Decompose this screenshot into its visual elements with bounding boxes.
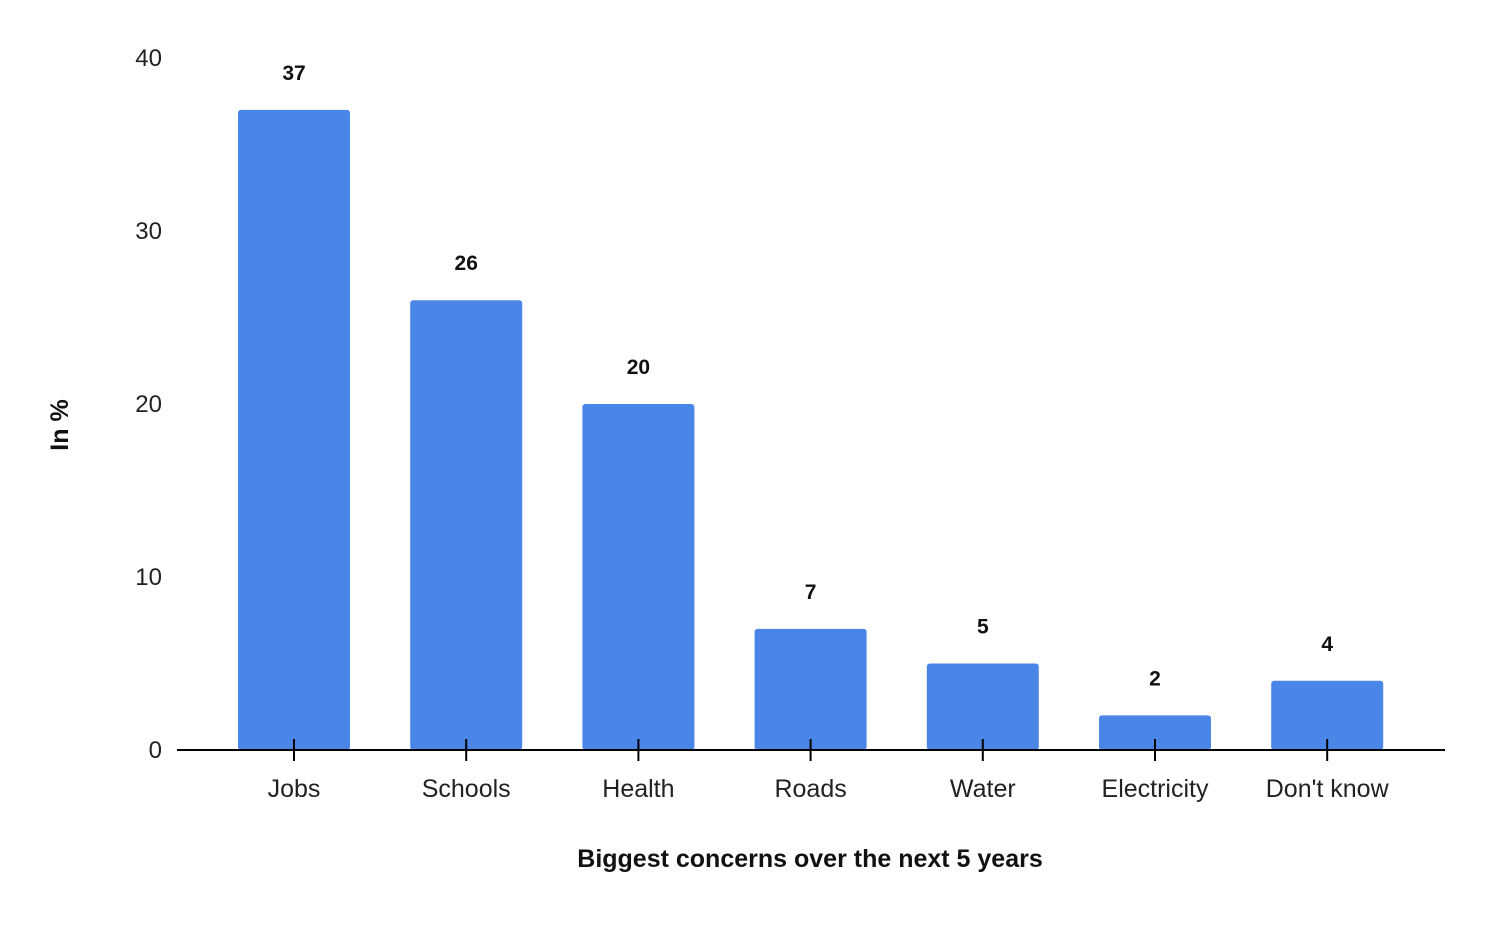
x-tick-label: Water: [950, 775, 1016, 803]
bar-data-label: 37: [282, 62, 305, 85]
bars-group: [238, 109, 1384, 750]
bar-data-label: 20: [627, 356, 650, 379]
bar: [582, 404, 695, 750]
x-tick-label: Don't know: [1266, 775, 1390, 803]
x-tick-label: Jobs: [268, 775, 321, 803]
x-tick-label: Roads: [774, 775, 846, 803]
y-tick-label: 40: [135, 45, 162, 72]
x-tick-label: Schools: [422, 775, 511, 803]
y-tick-label: 10: [135, 564, 162, 591]
bar: [410, 300, 523, 750]
y-tick-label: 0: [149, 737, 162, 764]
bar: [1099, 715, 1211, 750]
bar: [754, 628, 867, 750]
bar-data-label: 26: [455, 252, 478, 275]
y-axis-ticks: 0 10 20 30 40: [135, 45, 162, 764]
bar: [1271, 680, 1384, 750]
x-tick-label: Health: [602, 775, 674, 803]
data-labels-group: 37 26 20 7 5 2 4: [282, 62, 1333, 691]
x-tick-label: Electricity: [1102, 775, 1209, 803]
bar-data-label: 7: [805, 581, 817, 604]
x-axis-ticks: Jobs Schools Health Roads Water Electricity Do…: [268, 739, 1390, 803]
bar-data-label: 2: [1149, 667, 1161, 690]
y-tick-label: 20: [135, 391, 162, 418]
y-axis-title: In %: [46, 399, 74, 450]
y-tick-label: 30: [135, 218, 162, 245]
bar-data-label: 4: [1321, 633, 1333, 656]
bar-data-label: 5: [977, 616, 989, 639]
bar: [238, 109, 350, 750]
x-axis-title: Biggest concerns over the next 5 years: [577, 845, 1042, 873]
bar: [926, 663, 1039, 750]
